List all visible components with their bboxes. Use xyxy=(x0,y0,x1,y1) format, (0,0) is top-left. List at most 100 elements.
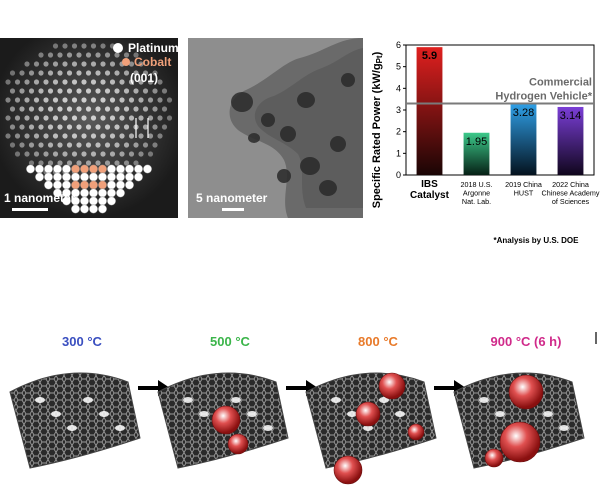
nanoparticle xyxy=(333,455,363,485)
stem-image-panel: Platinum Cobalt (001) 1 nanometer xyxy=(0,38,178,218)
atom-dot xyxy=(100,133,106,139)
x-category-label: HUST xyxy=(514,189,534,198)
atom-dot xyxy=(157,133,163,139)
atom-dot xyxy=(95,106,101,112)
platinum-atom xyxy=(125,172,134,182)
atom-dot xyxy=(142,124,149,130)
atom-dot xyxy=(57,160,63,166)
graphene-sheet xyxy=(9,372,141,469)
atom-dot xyxy=(157,79,163,85)
atom-dot xyxy=(161,88,168,94)
platinum-atom xyxy=(89,188,98,198)
platinum-atom xyxy=(134,164,143,174)
atom-dot xyxy=(90,115,97,121)
atom-dot xyxy=(109,79,116,85)
atom-dot xyxy=(62,151,68,157)
cobalt-atom xyxy=(89,164,98,174)
atom-dot xyxy=(123,70,130,76)
atom-dot xyxy=(19,70,25,76)
platinum-atom xyxy=(98,204,107,214)
sheet-defect xyxy=(67,425,77,431)
atom-dot xyxy=(43,79,49,85)
sheet-defect xyxy=(347,411,357,417)
atom-dot xyxy=(123,52,130,58)
atom-dot xyxy=(24,133,30,139)
atom-dot xyxy=(157,97,163,103)
atom-dot xyxy=(100,97,106,103)
atom-dot xyxy=(9,70,16,76)
bar-value-label: 3.28 xyxy=(513,107,534,119)
atom-dot xyxy=(43,61,49,67)
atom-dot xyxy=(142,142,149,148)
atom-dot xyxy=(109,115,116,121)
atom-dot xyxy=(95,142,101,148)
atom-dot xyxy=(152,124,158,130)
atom-dot xyxy=(138,133,144,139)
atom-dot xyxy=(66,142,73,148)
atom-dot xyxy=(28,106,35,112)
bar xyxy=(557,106,584,175)
temperature-label: 800 °C xyxy=(358,334,399,349)
y-tick-label: 1 xyxy=(396,148,401,158)
nanoparticle xyxy=(484,448,504,468)
atom-dot xyxy=(81,43,87,49)
atom-dot xyxy=(19,142,25,148)
atom-dot xyxy=(104,142,111,148)
atom-dot xyxy=(104,52,111,58)
platinum-atom xyxy=(107,180,116,190)
atom-dot xyxy=(62,79,68,85)
platinum-atom xyxy=(89,172,98,182)
platinum-atom xyxy=(53,188,62,198)
cobalt-atom xyxy=(80,164,89,174)
atom-dot xyxy=(100,61,106,67)
atom-dot xyxy=(95,160,101,166)
atom-dot xyxy=(138,79,144,85)
atom-dot xyxy=(95,124,101,130)
atom-dot xyxy=(100,115,106,121)
atom-dot xyxy=(43,97,49,103)
atom-dot xyxy=(28,70,35,76)
atom-dot xyxy=(76,142,82,148)
platinum-atom xyxy=(80,196,89,206)
facet-label: (001) xyxy=(130,71,159,85)
atom-dot xyxy=(147,151,154,157)
sheet-defect xyxy=(263,425,273,431)
atom-dot xyxy=(47,124,54,130)
atom-dot xyxy=(66,52,73,58)
atom-dot xyxy=(28,88,35,94)
platinum-atom xyxy=(134,172,143,182)
atom-dot xyxy=(157,115,163,121)
y-tick-label: 0 xyxy=(396,170,401,180)
y-axis-label: Specific Rated Power (kW/gPt) xyxy=(371,51,384,208)
atom-dot xyxy=(28,160,35,166)
chart-footnote: *Analysis by U.S. DOE xyxy=(494,236,580,245)
atom-dot xyxy=(14,151,21,157)
atom-dot xyxy=(76,106,82,112)
platinum-atom xyxy=(143,164,152,174)
y-tick-label: 5 xyxy=(396,62,401,72)
atom-dot xyxy=(24,115,30,121)
atom-dot xyxy=(5,97,11,103)
atom-dot xyxy=(62,115,68,121)
nanoparticle xyxy=(211,405,241,435)
platinum-atom xyxy=(107,172,116,182)
atom-dot xyxy=(38,124,44,130)
cobalt-atom xyxy=(71,164,80,174)
atom-dot xyxy=(81,79,87,85)
atom-dot xyxy=(138,115,144,121)
atom-dot xyxy=(19,124,25,130)
sheet-defect xyxy=(395,411,405,417)
atom-dot xyxy=(19,106,25,112)
bar-value-label: 1.95 xyxy=(466,136,487,148)
bar-value-label: 3.14 xyxy=(560,110,581,122)
annealing-sequence-svg: 300 °C 500 °C 800 °C 900 °C (6 h) xyxy=(9,332,597,485)
sheet-defect xyxy=(51,411,61,417)
atom-dot xyxy=(38,88,44,94)
cobalt-legend-dot xyxy=(122,58,130,66)
atom-dot xyxy=(104,160,111,166)
scale-bar xyxy=(12,208,48,211)
y-tick-label: 2 xyxy=(396,127,401,137)
cobalt-atom xyxy=(80,180,89,190)
x-category-label: Chinese Academy xyxy=(542,189,600,198)
atom-dot xyxy=(38,142,44,148)
